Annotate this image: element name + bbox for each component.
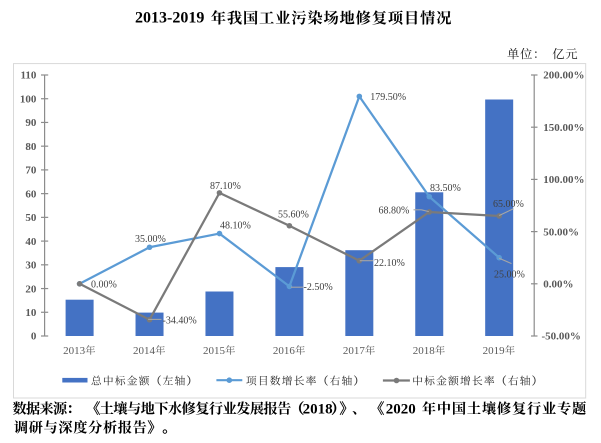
svg-text:-34.40%: -34.40% bbox=[163, 315, 197, 326]
svg-text:2020: 2020 bbox=[386, 402, 416, 418]
svg-text:100: 100 bbox=[20, 93, 37, 105]
svg-text:0: 0 bbox=[31, 331, 37, 343]
svg-text:0.00%: 0.00% bbox=[543, 279, 573, 291]
svg-text:55.60%: 55.60% bbox=[278, 210, 309, 221]
svg-text:90: 90 bbox=[25, 117, 37, 129]
svg-text:2018: 2018 bbox=[303, 402, 333, 418]
svg-text:50: 50 bbox=[25, 212, 37, 224]
svg-text:2014: 2014 bbox=[133, 345, 156, 357]
svg-text:50.00%: 50.00% bbox=[543, 226, 579, 238]
svg-text:2019: 2019 bbox=[483, 345, 506, 357]
svg-text:20: 20 bbox=[25, 283, 37, 295]
svg-text:87.10%: 87.10% bbox=[210, 181, 241, 192]
svg-text:60: 60 bbox=[25, 188, 37, 200]
svg-text:10: 10 bbox=[25, 307, 37, 319]
svg-text:65.00%: 65.00% bbox=[493, 199, 524, 210]
svg-text:25.00%: 25.00% bbox=[494, 269, 525, 280]
svg-text:2017: 2017 bbox=[343, 345, 366, 357]
svg-text:2018: 2018 bbox=[413, 345, 436, 357]
svg-text:2013-2019: 2013-2019 bbox=[135, 9, 204, 26]
svg-text:80: 80 bbox=[25, 141, 37, 153]
svg-text:-50.00%: -50.00% bbox=[542, 331, 581, 343]
svg-text:200.00%: 200.00% bbox=[543, 70, 584, 82]
svg-text:-2.50%: -2.50% bbox=[304, 282, 333, 293]
svg-text:110: 110 bbox=[20, 70, 36, 82]
svg-text:83.50%: 83.50% bbox=[430, 183, 461, 194]
svg-text:100.00%: 100.00% bbox=[543, 174, 584, 186]
svg-text:70: 70 bbox=[25, 165, 37, 177]
svg-text:40: 40 bbox=[25, 236, 37, 248]
svg-text:2013: 2013 bbox=[63, 345, 86, 357]
svg-text:68.80%: 68.80% bbox=[379, 206, 410, 217]
svg-text:22.10%: 22.10% bbox=[374, 258, 405, 269]
svg-text:48.10%: 48.10% bbox=[220, 221, 251, 232]
svg-text:179.50%: 179.50% bbox=[370, 92, 406, 103]
svg-text:2015: 2015 bbox=[203, 345, 226, 357]
svg-text:35.00%: 35.00% bbox=[135, 234, 166, 245]
svg-text:2016: 2016 bbox=[273, 345, 296, 357]
svg-text:30: 30 bbox=[25, 260, 37, 272]
svg-text:150.00%: 150.00% bbox=[543, 122, 584, 134]
svg-text:0.00%: 0.00% bbox=[91, 279, 117, 290]
